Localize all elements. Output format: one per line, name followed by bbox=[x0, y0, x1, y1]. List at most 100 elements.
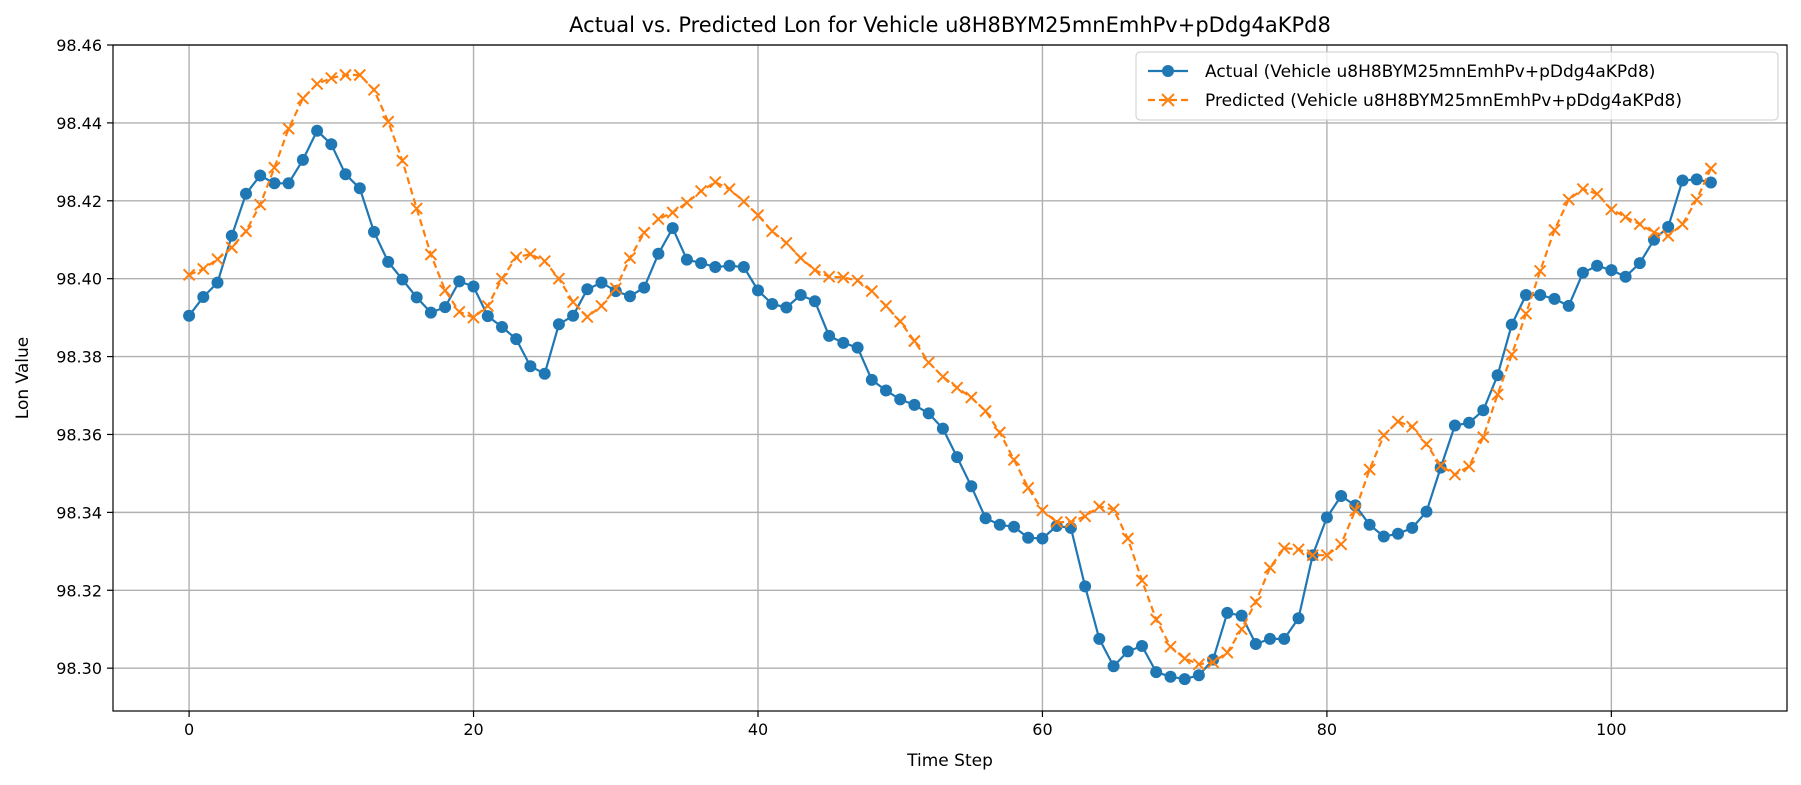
data-point bbox=[339, 168, 352, 181]
data-point bbox=[737, 261, 750, 273]
data-point bbox=[1704, 162, 1718, 175]
data-point bbox=[538, 254, 551, 268]
data-point bbox=[1605, 264, 1618, 277]
data-point bbox=[1690, 193, 1703, 206]
data-point bbox=[1221, 606, 1234, 619]
data-point bbox=[268, 177, 281, 190]
data-point bbox=[1349, 504, 1362, 517]
data-point bbox=[766, 298, 779, 310]
data-point bbox=[1320, 511, 1333, 524]
data-point bbox=[581, 310, 594, 324]
legend-item-actual: Actual (Vehicle u8H8BYM25mnEmhPv+pDdg4aK… bbox=[1148, 62, 1655, 82]
legend: Actual (Vehicle u8H8BYM25mnEmhPv+pDdg4aK… bbox=[1135, 51, 1779, 121]
data-point bbox=[1633, 217, 1647, 231]
data-point bbox=[751, 208, 765, 222]
data-point bbox=[1405, 420, 1419, 433]
data-point bbox=[1107, 660, 1120, 673]
data-point bbox=[1320, 548, 1334, 562]
data-point bbox=[1591, 259, 1604, 272]
data-point bbox=[865, 284, 879, 298]
data-point bbox=[424, 306, 437, 319]
data-point bbox=[1192, 669, 1205, 682]
data-point bbox=[211, 252, 224, 266]
data-point bbox=[822, 270, 836, 283]
y-tick-label: 98.32 bbox=[56, 581, 102, 600]
data-point bbox=[240, 187, 252, 200]
data-point bbox=[694, 184, 708, 198]
series-layer bbox=[182, 68, 1718, 686]
data-point bbox=[1008, 520, 1020, 533]
data-point bbox=[1619, 270, 1632, 283]
data-point bbox=[680, 196, 694, 209]
y-tick-label: 98.46 bbox=[56, 36, 102, 55]
data-point bbox=[837, 336, 850, 349]
data-point bbox=[467, 280, 480, 293]
data-point bbox=[1107, 503, 1120, 516]
data-point bbox=[1633, 257, 1646, 270]
data-point bbox=[1420, 437, 1433, 451]
data-point bbox=[908, 398, 921, 411]
data-point bbox=[1434, 461, 1447, 474]
data-point bbox=[1363, 463, 1376, 476]
data-point bbox=[453, 305, 466, 319]
data-point bbox=[567, 309, 580, 322]
data-point bbox=[1150, 666, 1163, 679]
data-point bbox=[1377, 530, 1390, 543]
data-point bbox=[1235, 609, 1248, 622]
data-point bbox=[410, 291, 423, 304]
data-point bbox=[296, 153, 309, 166]
data-point bbox=[253, 198, 267, 211]
data-point bbox=[1263, 561, 1277, 574]
data-point bbox=[1562, 299, 1575, 312]
data-point bbox=[1121, 532, 1135, 545]
data-point bbox=[1491, 369, 1504, 382]
data-point bbox=[808, 263, 822, 277]
data-point bbox=[780, 236, 793, 250]
data-point bbox=[709, 261, 722, 273]
data-point bbox=[1406, 521, 1419, 534]
data-point bbox=[225, 241, 239, 254]
data-point bbox=[325, 71, 338, 85]
data-point bbox=[709, 175, 722, 189]
data-point bbox=[382, 255, 395, 268]
data-point bbox=[439, 301, 452, 314]
data-point bbox=[1676, 174, 1689, 187]
data-point bbox=[1619, 210, 1632, 224]
data-point bbox=[1292, 543, 1305, 556]
data-point bbox=[282, 177, 295, 190]
data-point bbox=[1647, 226, 1661, 239]
data-point bbox=[1264, 632, 1276, 645]
data-point bbox=[794, 251, 807, 265]
y-tick-label: 98.34 bbox=[56, 503, 102, 522]
data-point bbox=[1278, 632, 1291, 645]
data-point bbox=[211, 276, 224, 289]
data-point bbox=[1164, 670, 1177, 683]
chart-title: Actual vs. Predicted Lon for Vehicle u8H… bbox=[569, 13, 1331, 37]
data-point bbox=[467, 311, 480, 324]
data-point bbox=[993, 518, 1006, 531]
data-point bbox=[225, 229, 238, 242]
legend-marker-predicted bbox=[1161, 93, 1175, 107]
data-point bbox=[595, 276, 608, 289]
data-point bbox=[1164, 640, 1177, 653]
data-point bbox=[666, 222, 679, 235]
data-point bbox=[823, 329, 836, 342]
data-point bbox=[894, 393, 907, 406]
data-point bbox=[1463, 416, 1476, 429]
data-point bbox=[1690, 173, 1703, 186]
data-point bbox=[410, 202, 423, 215]
data-point bbox=[666, 206, 679, 219]
data-point bbox=[780, 301, 793, 314]
data-point bbox=[723, 182, 736, 196]
data-point bbox=[1534, 289, 1547, 301]
data-point bbox=[1178, 652, 1191, 665]
data-point bbox=[1477, 404, 1490, 417]
data-point bbox=[737, 195, 751, 208]
data-point bbox=[367, 83, 381, 97]
data-point bbox=[1335, 490, 1348, 502]
ticks: 0 20 40 60 80 100 98.30 98.32 98.34 98.36 98.38 98.… bbox=[56, 36, 1626, 739]
data-point bbox=[424, 248, 438, 261]
data-point bbox=[1249, 595, 1263, 609]
data-point bbox=[637, 226, 651, 239]
legend-label-predicted: Predicted (Vehicle u8H8BYM25mnEmhPv+pDdg… bbox=[1205, 91, 1682, 111]
